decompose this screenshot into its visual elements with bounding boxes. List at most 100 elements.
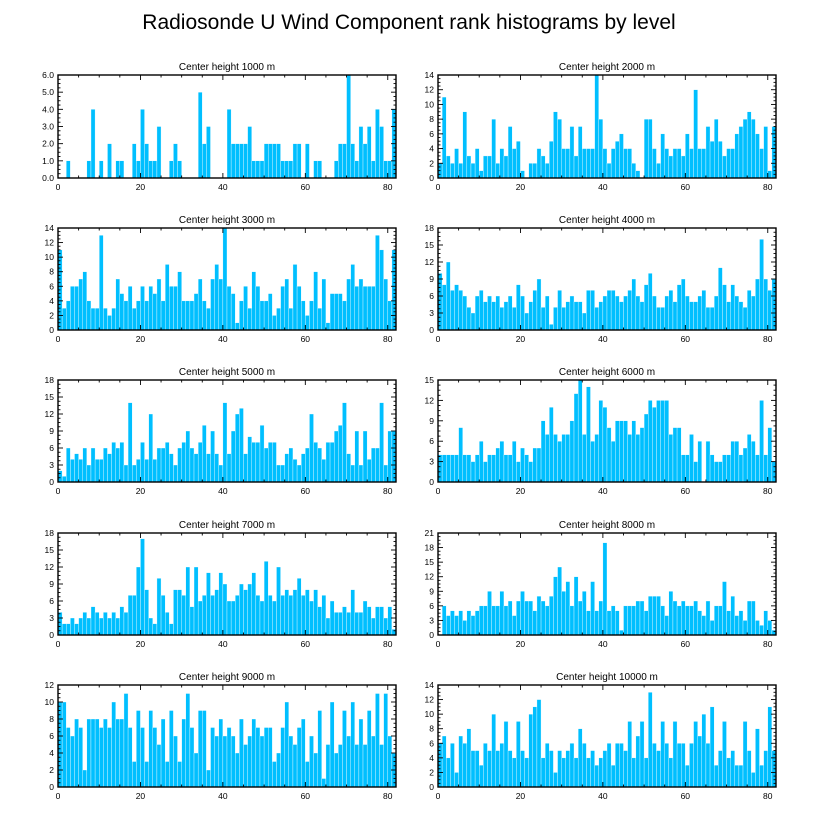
bar xyxy=(140,442,145,483)
bar xyxy=(305,315,310,331)
bar xyxy=(214,589,219,636)
bar xyxy=(86,464,92,483)
bar xyxy=(103,612,108,636)
bar xyxy=(734,764,740,788)
bar xyxy=(553,434,558,483)
bar xyxy=(366,710,372,788)
bar xyxy=(338,293,343,331)
bar xyxy=(325,442,331,483)
bar xyxy=(483,155,488,179)
bar xyxy=(676,148,682,179)
bar xyxy=(358,612,364,636)
bar xyxy=(107,143,112,179)
bar xyxy=(656,595,661,636)
bar xyxy=(639,721,645,788)
bar xyxy=(284,278,290,331)
x-tick-label: 0 xyxy=(436,486,441,496)
bar xyxy=(189,300,195,331)
bar xyxy=(701,615,707,636)
bar xyxy=(235,322,240,331)
bar xyxy=(276,752,281,788)
bar xyxy=(458,163,463,179)
bar xyxy=(173,589,178,636)
bar xyxy=(672,301,678,331)
bar xyxy=(239,143,244,179)
y-tick-label: 18 xyxy=(425,223,435,233)
bar xyxy=(602,295,608,331)
bar xyxy=(709,307,715,331)
bar xyxy=(615,743,620,788)
bar xyxy=(722,454,727,483)
bar xyxy=(693,600,698,636)
bar xyxy=(623,605,628,636)
bar xyxy=(734,133,740,179)
bar xyxy=(230,430,236,483)
bar xyxy=(536,278,542,331)
bar xyxy=(553,576,558,636)
y-tick-label: 18 xyxy=(45,528,55,538)
bar xyxy=(86,718,92,788)
bar xyxy=(610,290,616,331)
y-tick-label: 6 xyxy=(429,436,434,446)
bar xyxy=(333,160,339,179)
bar xyxy=(553,772,558,788)
bar xyxy=(499,148,505,179)
bar xyxy=(643,413,649,483)
bar xyxy=(115,447,121,483)
bar xyxy=(532,610,538,636)
bar xyxy=(156,744,162,788)
x-tick-label: 40 xyxy=(598,182,608,192)
bar xyxy=(623,148,628,179)
bar xyxy=(512,441,517,483)
bar xyxy=(738,610,744,636)
bar xyxy=(342,606,347,636)
y-tick-label: 18 xyxy=(45,375,55,385)
y-tick-label: 2 xyxy=(49,310,54,320)
bar xyxy=(751,118,756,179)
bar xyxy=(99,235,104,331)
bar xyxy=(627,721,632,788)
bar xyxy=(342,143,347,179)
bar xyxy=(726,148,731,179)
y-tick-label: 2 xyxy=(49,765,54,775)
bar xyxy=(169,453,174,483)
bar xyxy=(325,617,331,636)
bar xyxy=(313,271,318,331)
x-tick-label: 20 xyxy=(516,791,526,801)
y-tick-label: 3 xyxy=(429,457,434,467)
bar xyxy=(222,227,228,331)
bar xyxy=(705,441,711,483)
bar xyxy=(313,589,318,636)
bar xyxy=(705,743,711,788)
bar xyxy=(746,290,752,331)
x-tick-label: 60 xyxy=(681,486,691,496)
bar xyxy=(350,264,355,331)
y-tick-label: 18 xyxy=(425,543,435,553)
bar xyxy=(751,772,756,788)
bar xyxy=(243,744,248,788)
bar xyxy=(479,764,484,788)
bar xyxy=(495,605,501,636)
bar xyxy=(627,290,632,331)
bar xyxy=(713,118,719,179)
bar xyxy=(379,126,384,179)
bar xyxy=(565,434,571,483)
x-tick-label: 80 xyxy=(383,639,393,649)
bar xyxy=(536,148,542,179)
bar xyxy=(243,453,248,483)
bar xyxy=(483,301,488,331)
bar xyxy=(664,743,670,788)
bar xyxy=(582,591,587,636)
bar xyxy=(255,160,261,179)
y-tick-label: 3 xyxy=(429,308,434,318)
x-tick-label: 80 xyxy=(763,486,773,496)
x-tick-label: 0 xyxy=(56,182,61,192)
x-tick-label: 0 xyxy=(56,639,61,649)
bar xyxy=(189,606,195,636)
bar xyxy=(160,300,166,331)
bar xyxy=(540,420,546,483)
bar xyxy=(512,307,517,331)
bar xyxy=(718,605,723,636)
x-tick-label: 40 xyxy=(218,791,228,801)
bar xyxy=(74,286,79,331)
